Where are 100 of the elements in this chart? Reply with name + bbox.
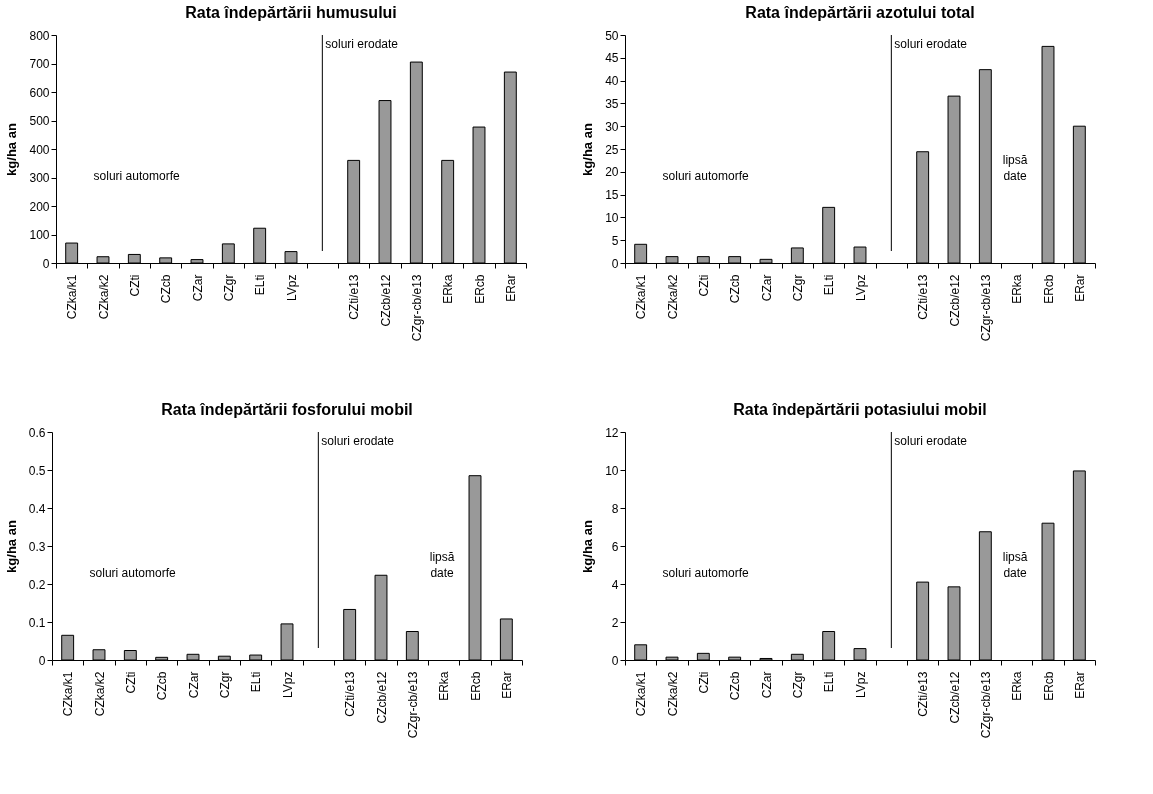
x-tick-label: CZcb/e12 xyxy=(947,671,962,724)
x-tick-label: LVpz xyxy=(280,671,295,698)
annotation: lipsă date xyxy=(429,550,455,581)
y-tick-label: 0 xyxy=(611,256,619,271)
y-tick-label: 30 xyxy=(605,119,619,134)
x-tick-label: ERcb xyxy=(468,671,483,701)
x-tick-label: CZgr-cb/e13 xyxy=(409,274,424,342)
y-tick-label: 0.5 xyxy=(28,463,46,478)
y-tick-label: 0.6 xyxy=(28,425,46,440)
y-tick-label: 8 xyxy=(611,501,619,516)
x-tick-label: CZka/k1 xyxy=(61,671,76,717)
y-tick-label: 0.4 xyxy=(28,501,46,516)
x-tick-label: CZgr xyxy=(790,671,805,699)
x-tick-label: ERcb xyxy=(1041,274,1056,304)
text: soluri erodate xyxy=(894,434,968,448)
x-tick-label: CZka/k1 xyxy=(634,671,649,717)
x-tick-label: CZka/k2 xyxy=(665,671,680,717)
y-tick-label: 700 xyxy=(29,57,50,71)
x-tick-label: CZka/k1 xyxy=(634,274,649,320)
x-tick-label: CZti/e13 xyxy=(916,274,931,320)
y-tick-label: 400 xyxy=(29,142,50,157)
y-tick-label: 0.3 xyxy=(28,539,46,554)
x-tick-label: CZar xyxy=(759,671,774,699)
y-tick-label: 12 xyxy=(605,425,619,440)
y-tick-label: 15 xyxy=(605,188,619,203)
x-tick-label: ERar xyxy=(1072,671,1087,699)
x-tick-label: LVpz xyxy=(284,274,299,301)
x-tick-label: CZcb/e12 xyxy=(378,274,393,327)
x-tick-label: ERcb xyxy=(472,274,487,304)
x-tick-label: CZka/k2 xyxy=(92,671,107,717)
x-tick-label: LVpz xyxy=(853,671,868,698)
y-axis-title: kg/ha an xyxy=(3,520,19,573)
x-tick-label: CZcb xyxy=(728,274,743,304)
y-tick-label: 200 xyxy=(29,199,50,214)
x-tick-label: CZti/e13 xyxy=(347,274,362,320)
x-tick-label: CZcb/e12 xyxy=(374,671,389,724)
x-tick-label: CZgr-cb/e13 xyxy=(978,274,993,342)
y-tick-label: 4 xyxy=(611,577,619,592)
x-tick-label: ELti xyxy=(253,274,268,296)
x-tick-label: CZti xyxy=(696,274,711,297)
x-tick-label: ERka xyxy=(437,671,452,701)
text: soluri erodate xyxy=(321,434,395,448)
y-tick-label: 25 xyxy=(605,142,619,157)
y-tick-label: 2 xyxy=(611,615,619,630)
y-tick-label: 500 xyxy=(29,114,50,128)
x-tick-label: CZcb xyxy=(159,274,174,304)
chart-title: Rata îndepărtării humusului xyxy=(185,4,397,21)
y-tick-label: 0.1 xyxy=(28,615,46,630)
annotation: lipsă date xyxy=(1002,550,1028,581)
x-tick-label: CZti xyxy=(127,274,142,297)
x-tick-label: CZgr xyxy=(221,274,236,302)
y-tick-label: 6 xyxy=(611,539,619,554)
y-tick-label: 20 xyxy=(605,165,619,180)
x-tick-label: ERar xyxy=(503,274,518,302)
x-tick-label: CZgr xyxy=(217,671,232,699)
x-tick-label: CZti xyxy=(696,671,711,694)
x-tick-label: ELti xyxy=(822,274,837,296)
x-tick-label: ERka xyxy=(441,274,456,304)
y-tick-label: 10 xyxy=(605,463,619,478)
x-tick-label: CZar xyxy=(759,274,774,302)
x-tick-label: CZgr xyxy=(790,274,805,302)
x-tick-label: CZti xyxy=(123,671,138,694)
y-tick-label: 100 xyxy=(29,228,50,242)
chart-title: Rata îndepărtării fosforului mobil xyxy=(161,401,413,418)
chart-title: Rata îndepărtării potasiului mobil xyxy=(733,401,987,418)
annotation: lipsă date xyxy=(1002,153,1028,184)
x-tick-label: CZcb/e12 xyxy=(947,274,962,327)
annotation: soluri automorfe xyxy=(93,169,180,184)
y-tick-label: 50 xyxy=(605,28,619,43)
y-tick-label: 45 xyxy=(605,51,619,66)
y-tick-label: 800 xyxy=(29,28,50,43)
x-tick-label: CZka/k2 xyxy=(96,274,111,320)
x-tick-label: ERka xyxy=(1010,274,1025,304)
annotation: soluri automorfe xyxy=(89,566,176,581)
text: soluri erodate xyxy=(325,37,399,51)
x-tick-label: CZcb xyxy=(728,671,743,701)
x-tick-label: CZgr-cb/e13 xyxy=(405,671,420,739)
x-tick-label: ELti xyxy=(822,671,837,693)
x-tick-label: CZka/k2 xyxy=(665,274,680,320)
x-tick-label: CZcb xyxy=(155,671,170,701)
y-tick-label: 600 xyxy=(29,85,50,100)
x-tick-label: ERar xyxy=(499,671,514,699)
y-axis-title: kg/ha an xyxy=(580,123,596,176)
x-tick-label: ERcb xyxy=(1041,671,1056,701)
annotation: soluri automorfe xyxy=(662,566,749,581)
chart-title: Rata îndepărtării azotului total xyxy=(745,4,975,21)
x-tick-label: LVpz xyxy=(853,274,868,301)
x-tick-label: CZti/e13 xyxy=(343,671,358,717)
x-tick-label: CZar xyxy=(186,671,201,699)
y-tick-label: 0.2 xyxy=(28,577,46,592)
y-tick-label: 5 xyxy=(611,233,619,248)
x-tick-label: CZka/k1 xyxy=(65,274,80,320)
x-tick-label: ELti xyxy=(249,671,264,693)
annotation: soluri automorfe xyxy=(662,169,749,184)
x-tick-label: CZar xyxy=(190,274,205,302)
y-tick-label: 35 xyxy=(605,96,619,111)
y-tick-label: 0 xyxy=(611,653,619,668)
y-tick-label: 0 xyxy=(42,256,50,271)
x-tick-label: ERka xyxy=(1010,671,1025,701)
x-tick-label: CZgr-cb/e13 xyxy=(978,671,993,739)
